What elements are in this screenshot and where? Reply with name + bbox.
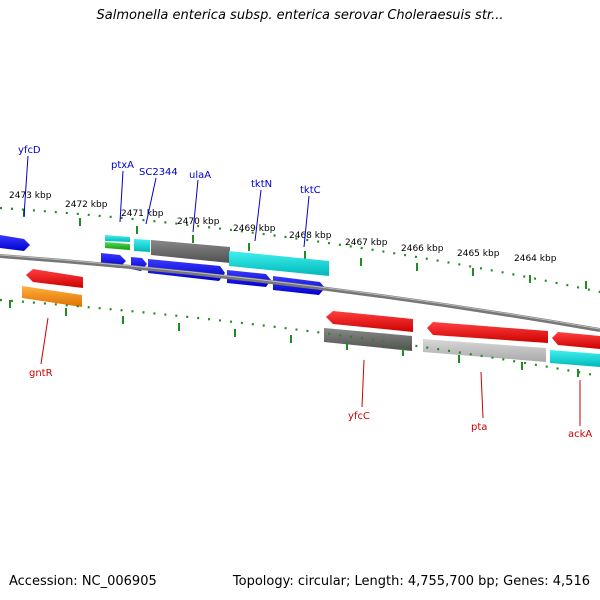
gene-label-tktN: tktN bbox=[251, 179, 272, 190]
gene-label-ackA: ackA bbox=[568, 429, 592, 440]
gene-label-gntR: gntR bbox=[29, 368, 53, 379]
gene-SC2344[interactable] bbox=[151, 240, 230, 263]
gene-pta[interactable] bbox=[423, 339, 546, 362]
reverse-strand-genes bbox=[22, 269, 600, 367]
scale-label: 2472 kbp bbox=[65, 200, 108, 210]
gene-tktN[interactable] bbox=[229, 251, 329, 276]
label-leader-gntR bbox=[40, 317, 49, 365]
label-leader-tktC bbox=[303, 195, 310, 248]
label-leader-pta bbox=[480, 371, 484, 419]
label-leader-tktN bbox=[254, 189, 262, 242]
gene-label-SC2344: SC2344 bbox=[139, 167, 178, 178]
upper-scale-track bbox=[0, 206, 600, 294]
scale-label: 2473 kbp bbox=[9, 191, 52, 201]
forward-strand-genes bbox=[0, 235, 329, 295]
gene-label-yfcD: yfcD bbox=[18, 145, 41, 156]
lower-scale-track bbox=[0, 298, 600, 378]
label-leader-ulaA bbox=[192, 179, 199, 233]
gene-yfcC[interactable] bbox=[324, 328, 412, 351]
label-leader-SC2344 bbox=[145, 177, 157, 225]
gene-feature-cyan[interactable] bbox=[105, 235, 130, 242]
gene-label-ulaA: ulaA bbox=[189, 170, 211, 181]
scale-label: 2471 kbp bbox=[121, 209, 164, 219]
map-title: Salmonella enterica subsp. enterica sero… bbox=[96, 8, 504, 23]
topology-text: Topology: circular; Length: 4,755,700 bp… bbox=[232, 574, 590, 589]
gene-pta-red[interactable] bbox=[427, 322, 548, 343]
scale-label: 2470 kbp bbox=[177, 217, 220, 227]
gene-ackA[interactable] bbox=[550, 350, 600, 367]
accession-text: Accession: NC_006905 bbox=[9, 574, 157, 589]
gene-gntR[interactable] bbox=[22, 286, 82, 307]
label-leader-yfcD bbox=[23, 155, 29, 217]
gene-feature-green[interactable] bbox=[105, 242, 130, 250]
gene-label-pta: pta bbox=[471, 422, 487, 433]
gene-ackA-red[interactable] bbox=[552, 332, 600, 349]
gene-label-yfcC: yfcC bbox=[348, 411, 370, 422]
gene-gntR-red[interactable] bbox=[26, 269, 83, 288]
gene-yfcD[interactable] bbox=[0, 235, 30, 251]
scale-label: 2465 kbp bbox=[457, 249, 500, 259]
scale-label: 2467 kbp bbox=[345, 238, 388, 248]
scale-label: 2466 kbp bbox=[401, 244, 444, 254]
label-leader-ptxA bbox=[119, 170, 124, 223]
scale-label: 2469 kbp bbox=[233, 224, 276, 234]
scale-label: 2464 kbp bbox=[514, 254, 557, 264]
scale-label: 2468 kbp bbox=[289, 231, 332, 241]
gene-ptxA[interactable] bbox=[134, 239, 150, 252]
gene-label-ptxA: ptxA bbox=[111, 160, 134, 171]
gene-label-tktC: tktC bbox=[300, 185, 321, 196]
gene-yfcC-red[interactable] bbox=[326, 311, 413, 332]
label-leader-yfcC bbox=[361, 359, 365, 408]
genome-backbone bbox=[0, 254, 600, 332]
